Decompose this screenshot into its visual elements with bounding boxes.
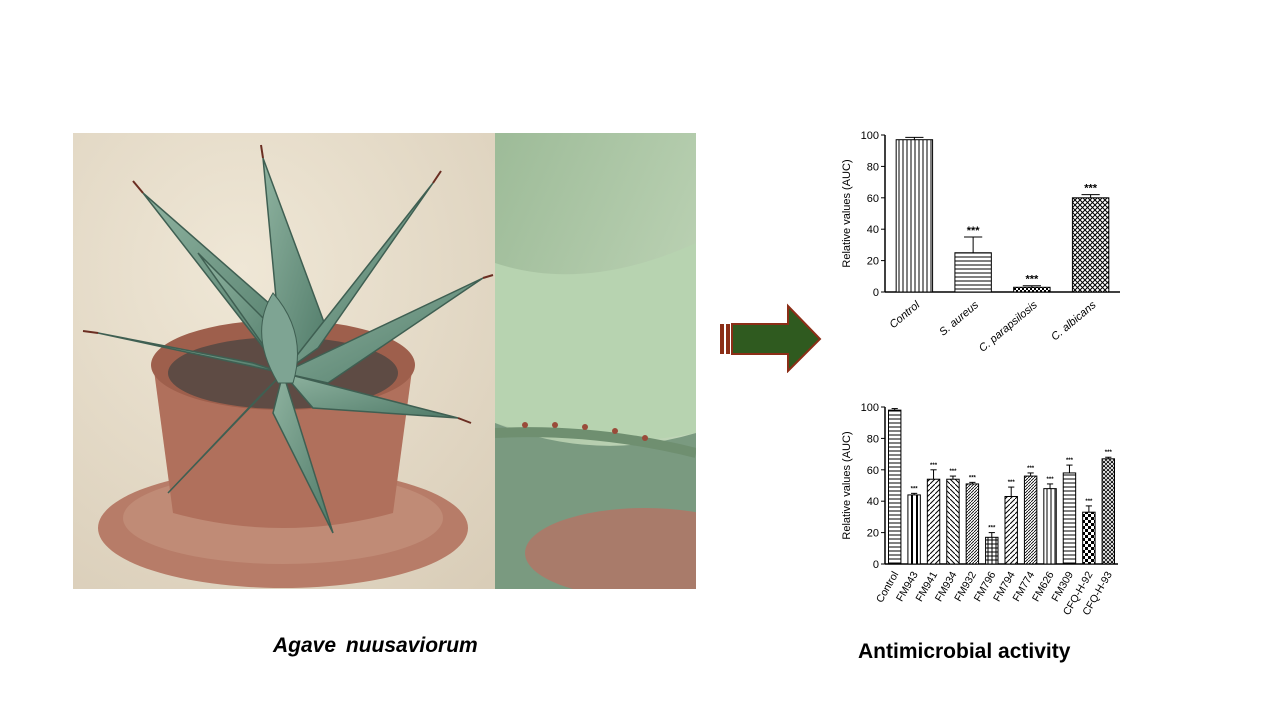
significance-label: *** (969, 475, 977, 481)
x-category-label: C. albicans (1049, 299, 1099, 343)
bar-fm796 (985, 536, 999, 565)
significance-label: *** (1105, 450, 1113, 456)
agave-plant-illustration (73, 133, 495, 589)
bar-s-aureus (954, 252, 992, 293)
bar-fm626 (1043, 488, 1057, 565)
y-tick-label: 80 (867, 433, 879, 445)
significance-label: *** (1085, 499, 1093, 505)
bar-fm934 (946, 478, 960, 565)
y-tick-label: 0 (873, 287, 879, 299)
significance-label: *** (1025, 274, 1039, 286)
bar-fm943 (907, 494, 921, 565)
chart-bacteria-yeast: 0 20 40 60 80 100 Relative values (AUC) Control… (841, 130, 1120, 355)
bar-fm941 (926, 478, 941, 565)
bar-control (895, 139, 934, 293)
y-tick-label: 80 (867, 161, 879, 173)
significance-label: *** (1084, 183, 1098, 195)
y-tick-label: 100 (861, 402, 879, 414)
y-tick-label: 20 (867, 528, 879, 540)
significance-label: *** (930, 463, 938, 469)
significance-label: *** (1066, 458, 1074, 464)
x-category-label: C. parapsilosis (977, 299, 1040, 355)
y-tick-label: 0 (873, 559, 879, 571)
bar-fm309 (1062, 472, 1077, 565)
agave-photo-top-view (73, 133, 495, 589)
significance-label: *** (1008, 480, 1016, 486)
x-category-label: Control (887, 299, 922, 331)
agave-photo-closeup (495, 133, 696, 589)
bar-cfq-h-93 (1101, 458, 1116, 565)
bar-c-albicans (1071, 197, 1110, 293)
bar-fm774 (1023, 475, 1038, 565)
bar-fm794 (1004, 495, 1018, 565)
y-tick-label: 100 (861, 130, 879, 142)
bar-fm932 (965, 483, 980, 565)
significance-label: *** (1047, 477, 1055, 483)
significance-label: *** (967, 225, 981, 237)
y-axis-label: Relative values (AUC) (841, 159, 853, 267)
y-tick-label: 40 (867, 496, 879, 508)
significance-label: *** (988, 526, 996, 532)
y-axis-label: Relative values (AUC) (841, 431, 853, 539)
bar-c-parapsilosis (1013, 286, 1051, 293)
y-tick-label: 20 (867, 256, 879, 268)
y-tick-label: 60 (867, 193, 879, 205)
y-tick-label: 60 (867, 465, 879, 477)
bar-cfq-h-92 (1082, 511, 1096, 565)
x-category-label: S. aureus (937, 299, 981, 339)
plant-species-caption: Agave nuusaviorum (273, 634, 478, 657)
activity-caption: Antimicrobial activity (858, 640, 1071, 663)
significance-label: *** (949, 469, 957, 475)
significance-label: *** (1027, 466, 1035, 472)
significance-label: *** (911, 486, 919, 492)
agave-closeup-illustration (495, 133, 696, 589)
bar-control (887, 409, 902, 565)
right-arrow-icon (720, 303, 822, 373)
y-tick-label: 40 (867, 224, 879, 236)
